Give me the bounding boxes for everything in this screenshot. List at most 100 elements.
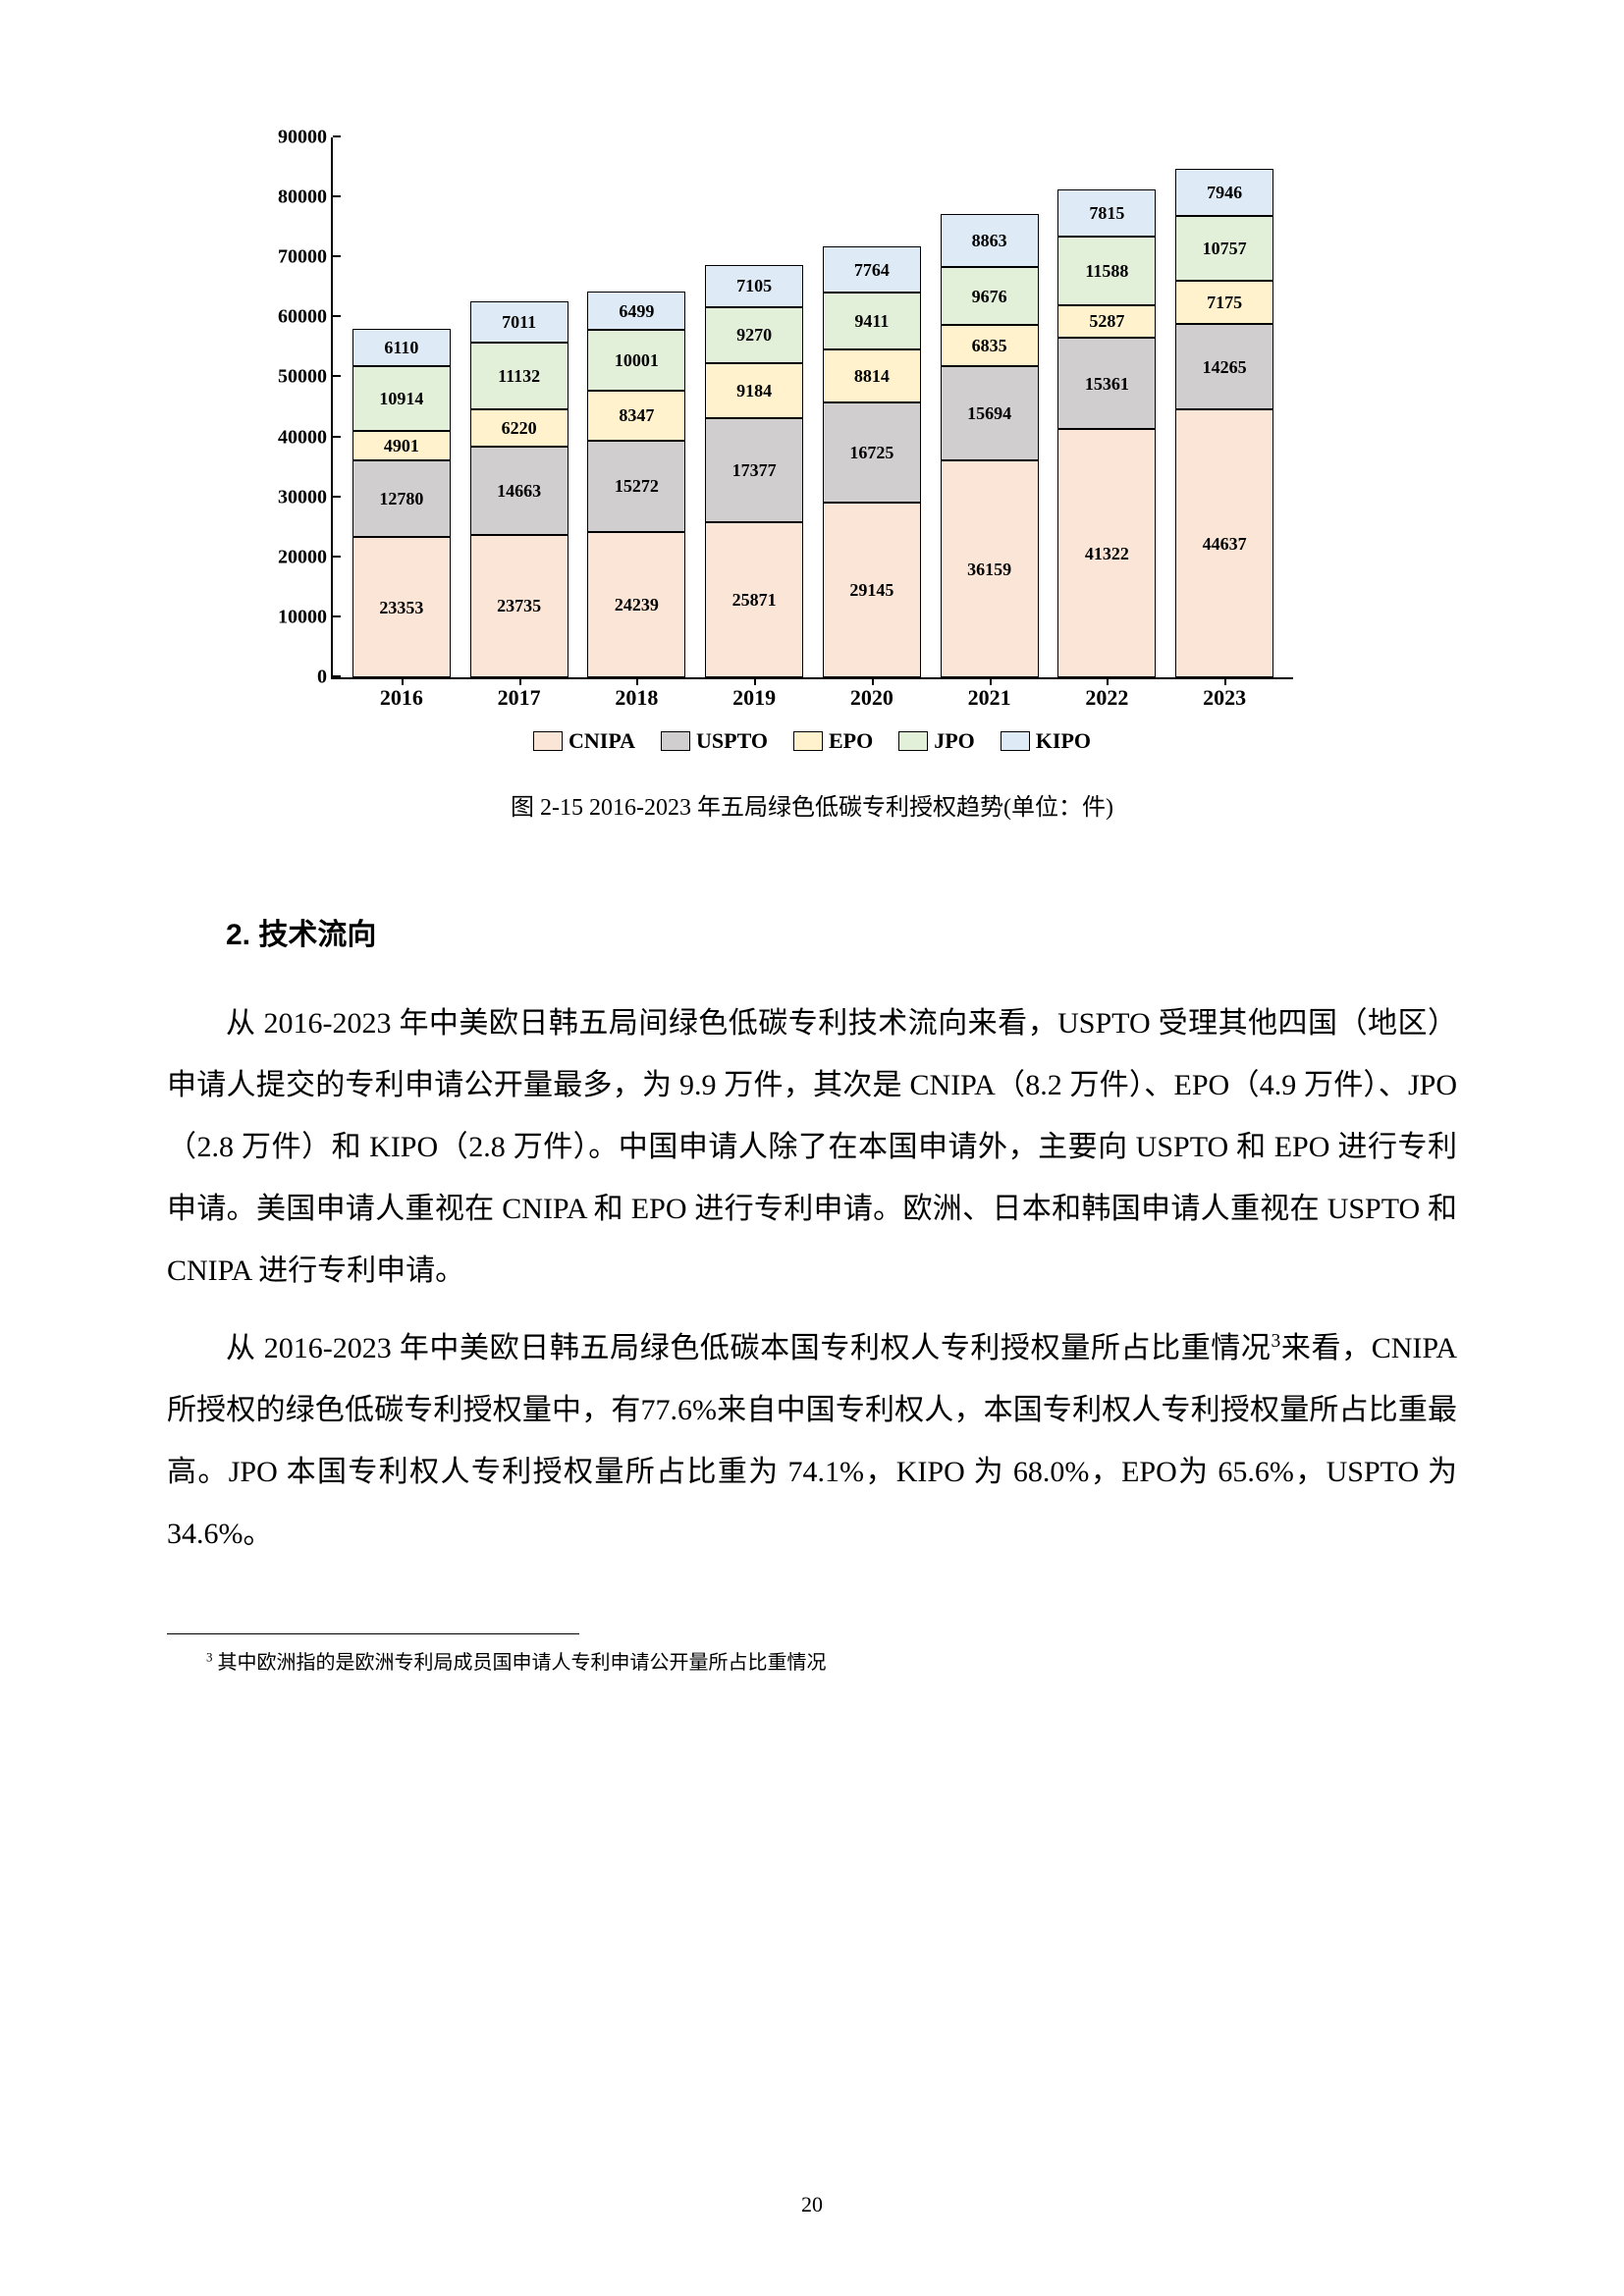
segment-value: 5287 bbox=[1089, 312, 1124, 330]
segment-value: 15361 bbox=[1085, 375, 1129, 393]
bar-2016: 233531278049011091461102016 bbox=[352, 329, 451, 677]
legend-label: CNIPA bbox=[568, 728, 635, 754]
segment-USPTO: 14265 bbox=[1175, 324, 1273, 409]
segment-CNIPA: 36159 bbox=[941, 460, 1039, 677]
x-tick-label: 2023 bbox=[1203, 685, 1246, 711]
legend-swatch bbox=[1001, 731, 1030, 751]
segment-value: 8863 bbox=[972, 232, 1007, 249]
legend-label: EPO bbox=[829, 728, 873, 754]
segment-JPO: 11132 bbox=[470, 343, 568, 409]
segment-value: 36159 bbox=[967, 561, 1011, 578]
x-tick-label: 2020 bbox=[850, 685, 893, 711]
x-tick-label: 2018 bbox=[615, 685, 658, 711]
segment-value: 15272 bbox=[615, 477, 659, 495]
y-tick-label: 70000 bbox=[278, 246, 327, 269]
segment-value: 6110 bbox=[384, 339, 418, 356]
y-tick-label: 60000 bbox=[278, 306, 327, 329]
y-tick-label: 20000 bbox=[278, 546, 327, 568]
page-number: 20 bbox=[0, 2192, 1624, 2217]
segment-KIPO: 7011 bbox=[470, 301, 568, 344]
bar-2017: 237351466362201113270112017 bbox=[470, 301, 568, 678]
segment-KIPO: 7815 bbox=[1057, 189, 1156, 237]
segment-KIPO: 6499 bbox=[587, 292, 685, 331]
legend-label: USPTO bbox=[696, 728, 768, 754]
segment-JPO: 10757 bbox=[1175, 216, 1273, 281]
y-tick-label: 40000 bbox=[278, 426, 327, 449]
para2-pre: 从 2016-2023 年中美欧日韩五局绿色低碳本国专利权人专利授权量所占比重情… bbox=[226, 1332, 1272, 1364]
legend-item-EPO: EPO bbox=[793, 728, 873, 754]
segment-value: 7815 bbox=[1089, 204, 1124, 222]
x-tick-label: 2016 bbox=[380, 685, 423, 711]
legend-swatch bbox=[533, 731, 563, 751]
segment-value: 41322 bbox=[1085, 545, 1129, 562]
segment-EPO: 6835 bbox=[941, 325, 1039, 366]
segment-value: 14663 bbox=[497, 482, 541, 500]
segment-KIPO: 6110 bbox=[352, 329, 451, 365]
segment-value: 11588 bbox=[1085, 262, 1128, 280]
segment-EPO: 5287 bbox=[1057, 305, 1156, 337]
bar-2019: 25871173779184927071052019 bbox=[705, 265, 803, 677]
legend-label: KIPO bbox=[1036, 728, 1091, 754]
segment-CNIPA: 23735 bbox=[470, 535, 568, 677]
segment-value: 10914 bbox=[379, 390, 423, 407]
segment-value: 8347 bbox=[619, 406, 654, 424]
segment-value: 7175 bbox=[1207, 294, 1242, 311]
segment-CNIPA: 24239 bbox=[587, 532, 685, 677]
y-tick-label: 90000 bbox=[278, 127, 327, 149]
segment-USPTO: 15694 bbox=[941, 366, 1039, 460]
segment-USPTO: 12780 bbox=[352, 460, 451, 537]
segment-value: 7764 bbox=[854, 261, 890, 279]
segment-JPO: 9411 bbox=[823, 293, 921, 349]
stacked-bar-chart: 0100002000030000400005000060000700008000… bbox=[331, 137, 1293, 679]
segment-value: 24239 bbox=[615, 596, 659, 614]
segment-CNIPA: 41322 bbox=[1057, 429, 1156, 677]
segment-EPO: 7175 bbox=[1175, 281, 1273, 324]
segment-value: 23353 bbox=[379, 599, 423, 616]
segment-EPO: 6220 bbox=[470, 409, 568, 447]
segment-value: 12780 bbox=[379, 490, 423, 507]
legend-item-USPTO: USPTO bbox=[661, 728, 768, 754]
segment-KIPO: 7946 bbox=[1175, 169, 1273, 217]
segment-value: 9270 bbox=[736, 326, 772, 344]
segment-JPO: 10914 bbox=[352, 366, 451, 432]
segment-value: 6220 bbox=[502, 419, 537, 437]
plot-area: 2335312780490110914611020162373514663622… bbox=[333, 137, 1293, 677]
segment-value: 11132 bbox=[498, 367, 540, 385]
segment-value: 6499 bbox=[619, 302, 654, 320]
segment-value: 25871 bbox=[732, 591, 777, 609]
legend-label: JPO bbox=[934, 728, 975, 754]
legend-swatch bbox=[793, 731, 823, 751]
segment-value: 14265 bbox=[1203, 358, 1247, 376]
segment-EPO: 8347 bbox=[587, 391, 685, 441]
segment-value: 9676 bbox=[972, 288, 1007, 305]
chart-legend: CNIPA USPTO EPO JPO KIPO bbox=[331, 728, 1293, 754]
legend-item-KIPO: KIPO bbox=[1001, 728, 1091, 754]
chart-caption: 图 2-15 2016-2023 年五局绿色低碳专利授权趋势(单位：件) bbox=[331, 787, 1293, 822]
document-page: 0100002000030000400005000060000700008000… bbox=[0, 0, 1624, 2296]
x-tick-label: 2022 bbox=[1085, 685, 1128, 711]
x-tick-label: 2021 bbox=[968, 685, 1011, 711]
segment-JPO: 9270 bbox=[705, 307, 803, 363]
legend-swatch bbox=[661, 731, 690, 751]
segment-JPO: 10001 bbox=[587, 330, 685, 390]
segment-value: 29145 bbox=[849, 581, 893, 599]
bar-2022: 413221536152871158878152022 bbox=[1057, 189, 1156, 677]
footnote: 3 其中欧洲指的是欧洲专利局成员国申请人专利申请公开量所占比重情况 bbox=[167, 1646, 1457, 1675]
segment-value: 17377 bbox=[732, 461, 777, 479]
x-tick-label: 2019 bbox=[732, 685, 776, 711]
segment-value: 10757 bbox=[1203, 240, 1247, 257]
x-tick-label: 2017 bbox=[498, 685, 541, 711]
segment-EPO: 9184 bbox=[705, 363, 803, 418]
segment-value: 44637 bbox=[1203, 535, 1247, 553]
segment-CNIPA: 25871 bbox=[705, 522, 803, 677]
paragraph-1: 从 2016-2023 年中美欧日韩五局间绿色低碳专利技术流向来看，USPTO … bbox=[167, 992, 1457, 1302]
segment-value: 7946 bbox=[1207, 184, 1242, 201]
segment-CNIPA: 29145 bbox=[823, 503, 921, 677]
segment-CNIPA: 23353 bbox=[352, 537, 451, 677]
segment-USPTO: 17377 bbox=[705, 418, 803, 522]
footnote-ref: 3 bbox=[1272, 1331, 1281, 1352]
segment-JPO: 11588 bbox=[1057, 237, 1156, 306]
y-tick-label: 50000 bbox=[278, 366, 327, 389]
segment-value: 7011 bbox=[502, 313, 536, 331]
segment-value: 10001 bbox=[615, 351, 659, 369]
